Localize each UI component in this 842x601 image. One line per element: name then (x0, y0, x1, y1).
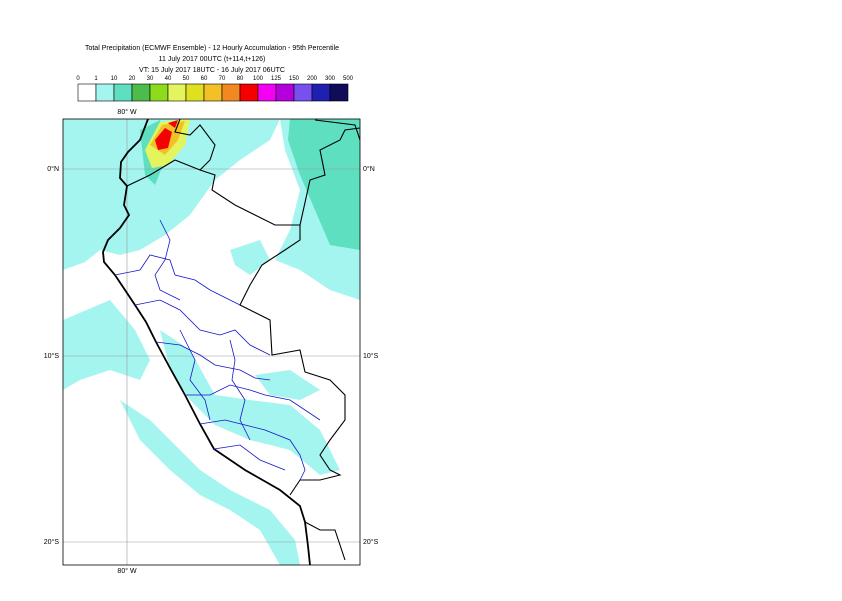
lon-label: 80° W (117, 108, 137, 116)
colorbar-label: 300 (325, 76, 336, 82)
colorbar-label: 10 (111, 76, 118, 82)
base-time: 11 July 2017 00UTC (t+114,t+126) (159, 56, 266, 63)
lat-label: 10°S (363, 352, 379, 360)
colorbar-label: 125 (271, 76, 282, 82)
colorbar-box (293, 83, 313, 102)
map: 80° W 80° W 0°N 10°S 20°S 0°N 10°S 20°S (44, 108, 379, 575)
colorbar-label: 100 (253, 76, 264, 82)
colorbar-label: 60 (201, 76, 208, 82)
colorbar-box (95, 83, 115, 102)
colorbar-box (113, 83, 133, 102)
colorbar-box (185, 83, 205, 102)
colorbar-label: 80 (237, 76, 244, 82)
valid-time: VT: 15 July 2017 18UTC - 16 July 2017 06… (139, 67, 285, 74)
colorbar-label: 200 (307, 76, 318, 82)
colorbar-box (311, 83, 331, 102)
colorbar-box (203, 83, 223, 102)
colorbar-label: 500 (343, 76, 354, 82)
colorbar-box (257, 83, 277, 102)
colorbar-box (239, 83, 259, 102)
colorbar-label: 50 (183, 76, 190, 82)
colorbar-label: 30 (147, 76, 154, 82)
colorbar: 0 1 10 20 30 40 50 60 70 80 100 125 150 200 300 500 (76, 76, 354, 102)
lat-label: 10°S (44, 352, 60, 360)
colorbar-box (77, 83, 97, 102)
colorbar-label: 70 (219, 76, 226, 82)
lat-label: 0°N (47, 165, 59, 173)
colorbar-box (167, 83, 187, 102)
colorbar-label: 1 (94, 76, 98, 82)
map-frame (62, 118, 361, 566)
lat-label: 20°S (363, 538, 379, 546)
graticule (63, 119, 360, 565)
colorbar-box (275, 83, 295, 102)
colorbar-label: 20 (129, 76, 136, 82)
colorbar-label: 150 (289, 76, 300, 82)
lat-label: 0°N (363, 165, 375, 173)
lon-label: 80° W (117, 567, 137, 575)
lat-label: 20°S (44, 538, 60, 546)
colorbar-label: 40 (165, 76, 172, 82)
colorbar-box (131, 83, 151, 102)
colorbar-label: 0 (76, 76, 80, 82)
colorbar-box (149, 83, 169, 102)
colorbar-box (221, 83, 241, 102)
colorbar-box (329, 83, 349, 102)
regions (114, 219, 321, 481)
title: Total Precipitation (ECMWF Ensemble) - 1… (85, 45, 339, 52)
